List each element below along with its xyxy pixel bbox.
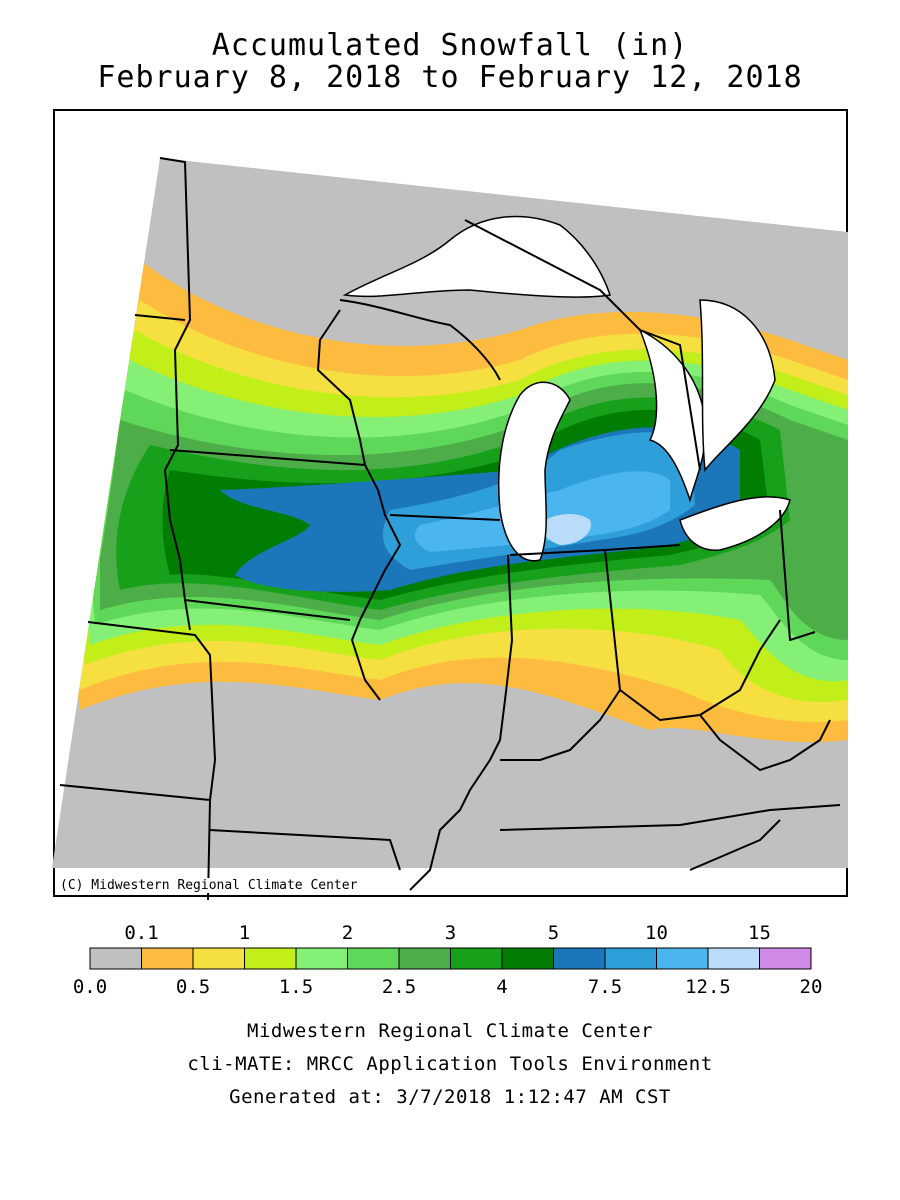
legend-bottom-tick: 20 — [799, 976, 823, 998]
border-ia-mo — [184, 599, 351, 621]
legend-top-tick: 10 — [645, 922, 668, 944]
border-sd-nd — [134, 314, 186, 321]
legend-bottom-tick: 2.5 — [381, 976, 417, 998]
copyright-label: (C) Midwestern Regional Climate Center — [58, 878, 360, 893]
legend-swatches — [89, 947, 812, 970]
legend-swatch — [759, 947, 812, 970]
legend-bottom-tick: 7.5 — [587, 976, 623, 998]
border-ky-tn — [499, 804, 841, 831]
border-mo-west — [87, 621, 216, 901]
footer-org: Midwestern Regional Climate Center — [247, 1020, 653, 1042]
legend-swatch — [295, 947, 348, 970]
border-mn-wi — [317, 309, 366, 466]
legend-swatch — [450, 947, 503, 970]
legend-swatch — [244, 947, 297, 970]
legend-bottom-tick: 12.5 — [685, 976, 731, 998]
border-mo-ar — [209, 829, 401, 871]
ontario-region — [699, 299, 776, 472]
legend-bottom-tick: 0.5 — [175, 976, 211, 998]
border-mn-west — [159, 157, 191, 631]
border-huron-east — [639, 329, 701, 471]
legend-bottom-tick: 1.5 — [278, 976, 314, 998]
legend-swatch — [553, 947, 606, 970]
legend-swatch — [656, 947, 709, 970]
border-oh-ky — [619, 619, 781, 721]
legend-top-tick: 1 — [238, 922, 251, 944]
border-canada — [464, 219, 641, 331]
legend-top-tick: 5 — [547, 922, 560, 944]
border-mn-ia — [169, 449, 366, 466]
border-il-in — [409, 554, 513, 891]
legend-top-tick: 15 — [748, 922, 771, 944]
legend-top-tick: 3 — [444, 922, 457, 944]
map-date-range: February 8, 2018 to February 12, 2018 — [97, 60, 803, 95]
legend-swatch — [192, 947, 245, 970]
legend-swatch — [398, 947, 451, 970]
band-12-5 — [542, 514, 591, 545]
state-boundaries — [59, 157, 841, 901]
border-wi-il — [389, 514, 501, 521]
footer-tool: cli-MATE: MRCC Application Tools Environ… — [187, 1053, 713, 1075]
lake-erie — [679, 496, 791, 551]
footer-generated: Generated at: 3/7/2018 1:12:47 AM CST — [229, 1086, 671, 1108]
legend-swatch — [604, 947, 657, 970]
legend-swatch — [141, 947, 194, 970]
lake-michigan — [497, 381, 571, 562]
border-ky-wv — [699, 714, 831, 771]
legend-swatch — [89, 947, 142, 970]
border-mi-oh — [604, 544, 681, 551]
legend-bottom-tick: 4 — [496, 976, 508, 998]
border-wi-mi-up — [339, 299, 501, 381]
lake-superior — [342, 215, 611, 298]
great-lakes — [342, 215, 791, 562]
legend-swatch — [707, 947, 760, 970]
border-tn-va — [689, 819, 781, 871]
map-title: Accumulated Snowfall (in) — [211, 28, 689, 63]
border-ks-ok — [59, 784, 211, 801]
border-ia-il — [351, 464, 401, 701]
legend-bottom-tick: 0.0 — [72, 976, 108, 998]
lake-huron — [638, 328, 707, 503]
border-oh-pa — [779, 509, 816, 641]
legend-top-tick: 0.1 — [124, 922, 159, 944]
legend-swatch — [347, 947, 400, 970]
legend-swatch — [501, 947, 554, 970]
legend-top-tick: 2 — [341, 922, 354, 944]
